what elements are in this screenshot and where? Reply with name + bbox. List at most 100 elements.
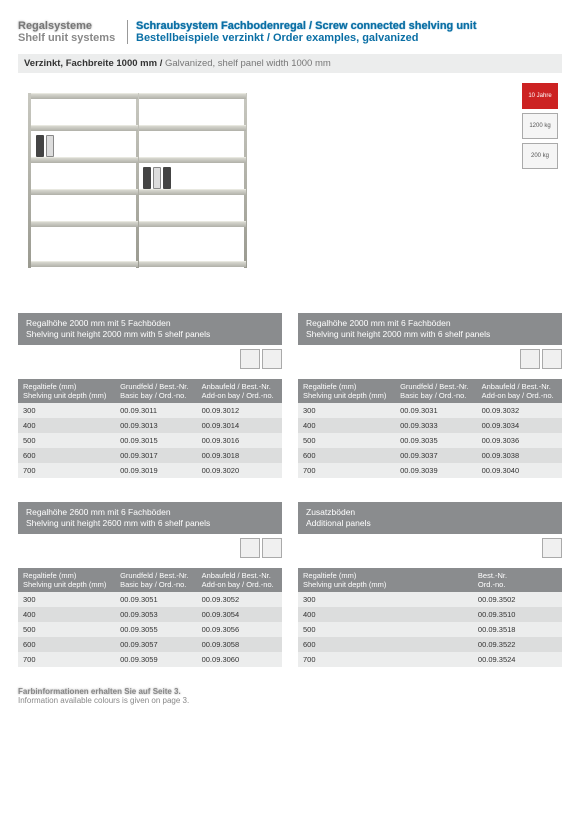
table-cell: 00.09.3037 — [395, 448, 477, 463]
table-cell: 00.09.3054 — [197, 607, 282, 622]
table-cell: 700 — [18, 463, 115, 478]
table-cell: 300 — [18, 403, 115, 418]
table-block: Regalhöhe 2600 mm mit 6 FachbödenShelvin… — [18, 502, 282, 667]
table-row: 50000.09.303500.09.3036 — [298, 433, 562, 448]
table-block: ZusatzbödenAdditional panels Regaltiefe (… — [298, 502, 562, 667]
table-cell: 500 — [298, 433, 395, 448]
table-cell: 00.09.3016 — [197, 433, 282, 448]
header-left: Regalsysteme Shelf unit systems — [18, 20, 128, 44]
block-title-en: Shelving unit height 2600 mm with 6 shel… — [26, 518, 274, 529]
table-cell: 00.09.3502 — [473, 592, 562, 607]
block-title: ZusatzbödenAdditional panels — [298, 502, 562, 534]
load-badge-1: 1200 kg — [522, 113, 558, 139]
block-icons — [298, 345, 562, 379]
table-cell: 400 — [298, 607, 473, 622]
table-cell: 00.09.3056 — [197, 622, 282, 637]
table-row: 50000.09.3518 — [298, 622, 562, 637]
product-illustration — [18, 83, 258, 283]
footer-en: Information available colours is given o… — [18, 696, 562, 705]
table-cell: 300 — [18, 592, 115, 607]
footer: Farbinformationen erhalten Sie auf Seite… — [18, 687, 562, 705]
table-cell: 00.09.3038 — [477, 448, 562, 463]
column-header: Grundfeld / Best.-Nr.Basic bay / Ord.-no… — [115, 568, 197, 592]
tables-grid: Regalhöhe 2000 mm mit 5 FachbödenShelvin… — [18, 313, 562, 675]
badges-column: 10 Jahre 1200 kg 200 kg — [522, 83, 562, 283]
block-title: Regalhöhe 2000 mm mit 6 FachbödenShelvin… — [298, 313, 562, 345]
table-cell: 400 — [18, 607, 115, 622]
table-cell: 00.09.3524 — [473, 652, 562, 667]
block-title-de: Regalhöhe 2000 mm mit 6 Fachböden — [306, 318, 554, 329]
block-title-de: Regalhöhe 2600 mm mit 6 Fachböden — [26, 507, 274, 518]
table-cell: 00.09.3014 — [197, 418, 282, 433]
table-cell: 00.09.3518 — [473, 622, 562, 637]
table-block: Regalhöhe 2000 mm mit 6 FachbödenShelvin… — [298, 313, 562, 478]
table-cell: 00.09.3055 — [115, 622, 197, 637]
subheader-bold: Verzinkt, Fachbreite 1000 mm / — [24, 58, 162, 69]
table-cell: 00.09.3012 — [197, 403, 282, 418]
info-icon — [240, 538, 260, 558]
table-cell: 00.09.3051 — [115, 592, 197, 607]
hero-section: 10 Jahre 1200 kg 200 kg — [18, 83, 562, 283]
table-row: 40000.09.301300.09.3014 — [18, 418, 282, 433]
block-icons — [298, 534, 562, 568]
table-row: 40000.09.303300.09.3034 — [298, 418, 562, 433]
table-cell: 00.09.3522 — [473, 637, 562, 652]
block-title: Regalhöhe 2000 mm mit 5 FachbödenShelvin… — [18, 313, 282, 345]
table-cell: 00.09.3036 — [477, 433, 562, 448]
table-cell: 00.09.3019 — [115, 463, 197, 478]
table-cell: 700 — [298, 652, 473, 667]
table-row: 50000.09.301500.09.3016 — [18, 433, 282, 448]
data-table: Regaltiefe (mm)Shelving unit depth (mm)G… — [298, 379, 562, 478]
info-icon — [262, 349, 282, 369]
table-cell: 00.09.3053 — [115, 607, 197, 622]
table-row: 60000.09.305700.09.3058 — [18, 637, 282, 652]
table-row: 70000.09.303900.09.3040 — [298, 463, 562, 478]
column-header: Regaltiefe (mm)Shelving unit depth (mm) — [18, 568, 115, 592]
table-cell: 400 — [18, 418, 115, 433]
table-cell: 00.09.3018 — [197, 448, 282, 463]
table-cell: 500 — [18, 622, 115, 637]
table-cell: 00.09.3052 — [197, 592, 282, 607]
table-row: 60000.09.3522 — [298, 637, 562, 652]
subheader: Verzinkt, Fachbreite 1000 mm / Galvanize… — [18, 54, 562, 73]
column-header: Anbaufeld / Best.-Nr.Add-on bay / Ord.-n… — [197, 379, 282, 403]
table-block: Regalhöhe 2000 mm mit 5 FachbödenShelvin… — [18, 313, 282, 478]
table-row: 40000.09.305300.09.3054 — [18, 607, 282, 622]
category-de: Regalsysteme — [18, 20, 119, 32]
table-cell: 00.09.3031 — [395, 403, 477, 418]
info-icon — [542, 349, 562, 369]
title-line2: Bestellbeispiele verzinkt / Order exampl… — [136, 32, 562, 44]
block-title: Regalhöhe 2600 mm mit 6 FachbödenShelvin… — [18, 502, 282, 534]
block-title-en: Additional panels — [306, 518, 554, 529]
block-title-de: Zusatzböden — [306, 507, 554, 518]
header-right: Schraubsystem Fachbodenregal / Screw con… — [128, 20, 562, 44]
block-icons — [18, 534, 282, 568]
table-cell: 400 — [298, 418, 395, 433]
info-icon — [542, 538, 562, 558]
block-title-en: Shelving unit height 2000 mm with 5 shel… — [26, 329, 274, 340]
block-title-de: Regalhöhe 2000 mm mit 5 Fachböden — [26, 318, 274, 329]
load-badge-2: 200 kg — [522, 143, 558, 169]
table-cell: 600 — [298, 448, 395, 463]
table-cell: 00.09.3057 — [115, 637, 197, 652]
table-row: 60000.09.301700.09.3018 — [18, 448, 282, 463]
table-row: 70000.09.301900.09.3020 — [18, 463, 282, 478]
data-table: Regaltiefe (mm)Shelving unit depth (mm)G… — [18, 379, 282, 478]
table-cell: 00.09.3015 — [115, 433, 197, 448]
table-cell: 700 — [298, 463, 395, 478]
column-header: Anbaufeld / Best.-Nr.Add-on bay / Ord.-n… — [197, 568, 282, 592]
data-table: Regaltiefe (mm)Shelving unit depth (mm)B… — [298, 568, 562, 667]
footer-de: Farbinformationen erhalten Sie auf Seite… — [18, 687, 562, 696]
table-cell: 500 — [298, 622, 473, 637]
column-header: Regaltiefe (mm)Shelving unit depth (mm) — [298, 568, 473, 592]
subheader-light: Galvanized, shelf panel width 1000 mm — [165, 58, 331, 69]
data-table: Regaltiefe (mm)Shelving unit depth (mm)G… — [18, 568, 282, 667]
title-line1: Schraubsystem Fachbodenregal / Screw con… — [136, 20, 562, 32]
table-cell: 00.09.3032 — [477, 403, 562, 418]
column-header: Best.-Nr.Ord.-no. — [473, 568, 562, 592]
table-cell: 600 — [18, 448, 115, 463]
table-cell: 500 — [18, 433, 115, 448]
column-header: Grundfeld / Best.-Nr.Basic bay / Ord.-no… — [115, 379, 197, 403]
column-header: Anbaufeld / Best.-Nr.Add-on bay / Ord.-n… — [477, 379, 562, 403]
table-cell: 00.09.3034 — [477, 418, 562, 433]
